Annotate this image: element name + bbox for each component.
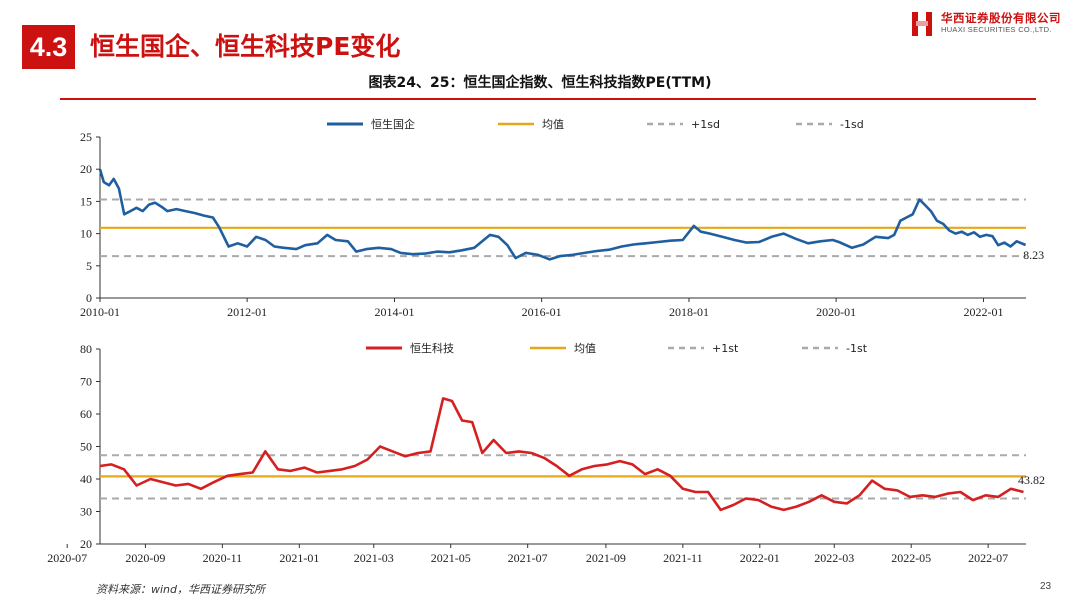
hstech-x-tick-label: 2021-11 <box>663 551 703 565</box>
data-source-note: 资料来源：wind，华西证券研究所 <box>96 583 266 596</box>
hstech-series-恒生科技 <box>99 397 1024 512</box>
hscei-x-tick-label: 2020-01 <box>816 305 856 319</box>
hstech-y-tick-label: 30 <box>80 505 92 519</box>
hstech-x-tick-label: 2021-09 <box>586 551 626 565</box>
hscei-y-tick-label: 20 <box>80 162 92 176</box>
hstech-x-tick-label: 2020-07 <box>47 551 87 565</box>
section-number-badge: 4.3 <box>22 25 75 69</box>
hstech-y-tick-label: 20 <box>80 537 92 551</box>
hstech-y-tick-label: 60 <box>80 407 92 421</box>
hstech-legend-label: -1st <box>846 342 868 355</box>
hscei-x-tick-label: 2010-01 <box>80 305 120 319</box>
hstech-x-tick-label: 2022-03 <box>814 551 854 565</box>
hstech-x-tick-label: 2021-05 <box>431 551 471 565</box>
hstech-y-tick-label: 40 <box>80 472 92 486</box>
hstech-pe-chart: 20 30 40 50 60 70 80 2020-07 2020-09 2020-11 2021-… <box>47 341 1045 565</box>
hstech-y-tick-label: 80 <box>80 342 92 356</box>
hscei-x-tick-label: 2016-01 <box>522 305 562 319</box>
hstech-x-tick-label: 2021-01 <box>279 551 319 565</box>
hscei-x-tick-label: 2018-01 <box>669 305 709 319</box>
hstech-y-tick-label: 70 <box>80 375 92 389</box>
hscei-legend-label: 均值 <box>542 118 564 131</box>
hscei-x-tick-label: 2012-01 <box>227 305 267 319</box>
hscei-x-tick-label: 2014-01 <box>374 305 414 319</box>
hscei-legend-label: 恒生国企 <box>371 117 415 131</box>
hscei-y-tick-label: 15 <box>80 194 92 208</box>
slide-title: 恒生国企、恒生科技PE变化 <box>90 32 401 61</box>
hscei-legend-label: -1sd <box>840 118 864 131</box>
company-logo: 华西证券股份有限公司 HUAXI SECURITIES CO.,LTD. <box>912 10 1072 38</box>
hscei-series-恒生国企 <box>98 168 1027 261</box>
huaxi-logo-icon <box>912 12 932 36</box>
hscei-end-value-label: 8.23 <box>1023 248 1044 262</box>
hscei-y-tick-label: 0 <box>86 291 92 305</box>
hscei-x-tick-label: 2022-01 <box>963 305 1003 319</box>
hstech-x-tick-label: 2022-07 <box>968 551 1008 565</box>
hstech-end-value-label: 43.82 <box>1018 473 1045 487</box>
title-divider <box>60 98 1036 100</box>
hstech-x-tick-label: 2021-03 <box>354 551 394 565</box>
hscei-pe-chart: 0 5 10 15 20 25 2010-01 2012-01 2014-01 2016-01 20… <box>80 117 1044 319</box>
hstech-x-tick-label: 2022-01 <box>740 551 780 565</box>
hstech-legend-label: +1st <box>712 342 739 355</box>
hscei-y-tick-label: 5 <box>86 259 92 273</box>
hscei-y-tick-label: 25 <box>80 130 92 144</box>
page-number: 23 <box>1040 581 1052 592</box>
hstech-y-tick-label: 50 <box>80 440 92 454</box>
hstech-x-tick-label: 2022-05 <box>891 551 931 565</box>
figure-title: 图表24、25：恒生国企指数、恒生科技指数PE(TTM) <box>368 75 712 91</box>
hstech-x-tick-label: 2020-09 <box>125 551 165 565</box>
hstech-legend-label: 均值 <box>574 342 596 355</box>
hstech-legend-label: 恒生科技 <box>410 341 454 355</box>
company-name-cn: 华西证券股份有限公司 <box>941 11 1061 25</box>
hscei-legend-label: +1sd <box>691 118 720 131</box>
hstech-x-tick-label: 2020-11 <box>203 551 243 565</box>
hstech-x-tick-label: 2021-07 <box>508 551 548 565</box>
hscei-y-tick-label: 10 <box>80 227 92 241</box>
company-name-en: HUAXI SECURITIES CO.,LTD. <box>941 25 1052 34</box>
